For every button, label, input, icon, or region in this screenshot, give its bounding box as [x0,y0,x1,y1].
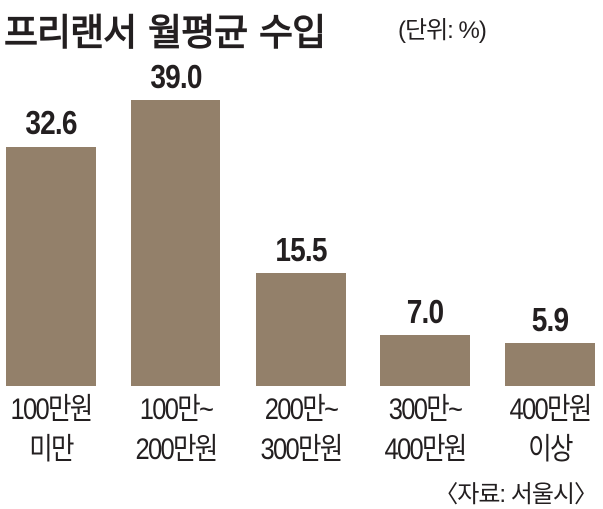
category-label: 100만원 미만 [10,393,94,466]
category-label: 400만원 이상 [509,393,593,466]
value-label: 32.6 [25,104,77,141]
bar-under-100 [6,147,96,386]
bar-100-200 [131,100,220,386]
value-label: 5.9 [531,301,569,338]
category-label: 100만~ 200만원 [135,393,219,466]
category-label: 200만~ 300만원 [260,393,344,466]
value-label: 39.0 [150,58,202,95]
source-note: 〈자료: 서울시〉 [434,481,598,508]
unit-label: (단위: %) [398,17,487,44]
bar-200-300 [256,273,346,386]
chart-title: 프리랜서 월평균 수입 [4,11,326,54]
bar-over-400 [505,343,595,386]
value-label: 15.5 [275,231,327,268]
value-label: 7.0 [406,293,444,330]
category-label: 300만~ 400만원 [384,393,468,466]
bar-300-400 [380,335,470,386]
